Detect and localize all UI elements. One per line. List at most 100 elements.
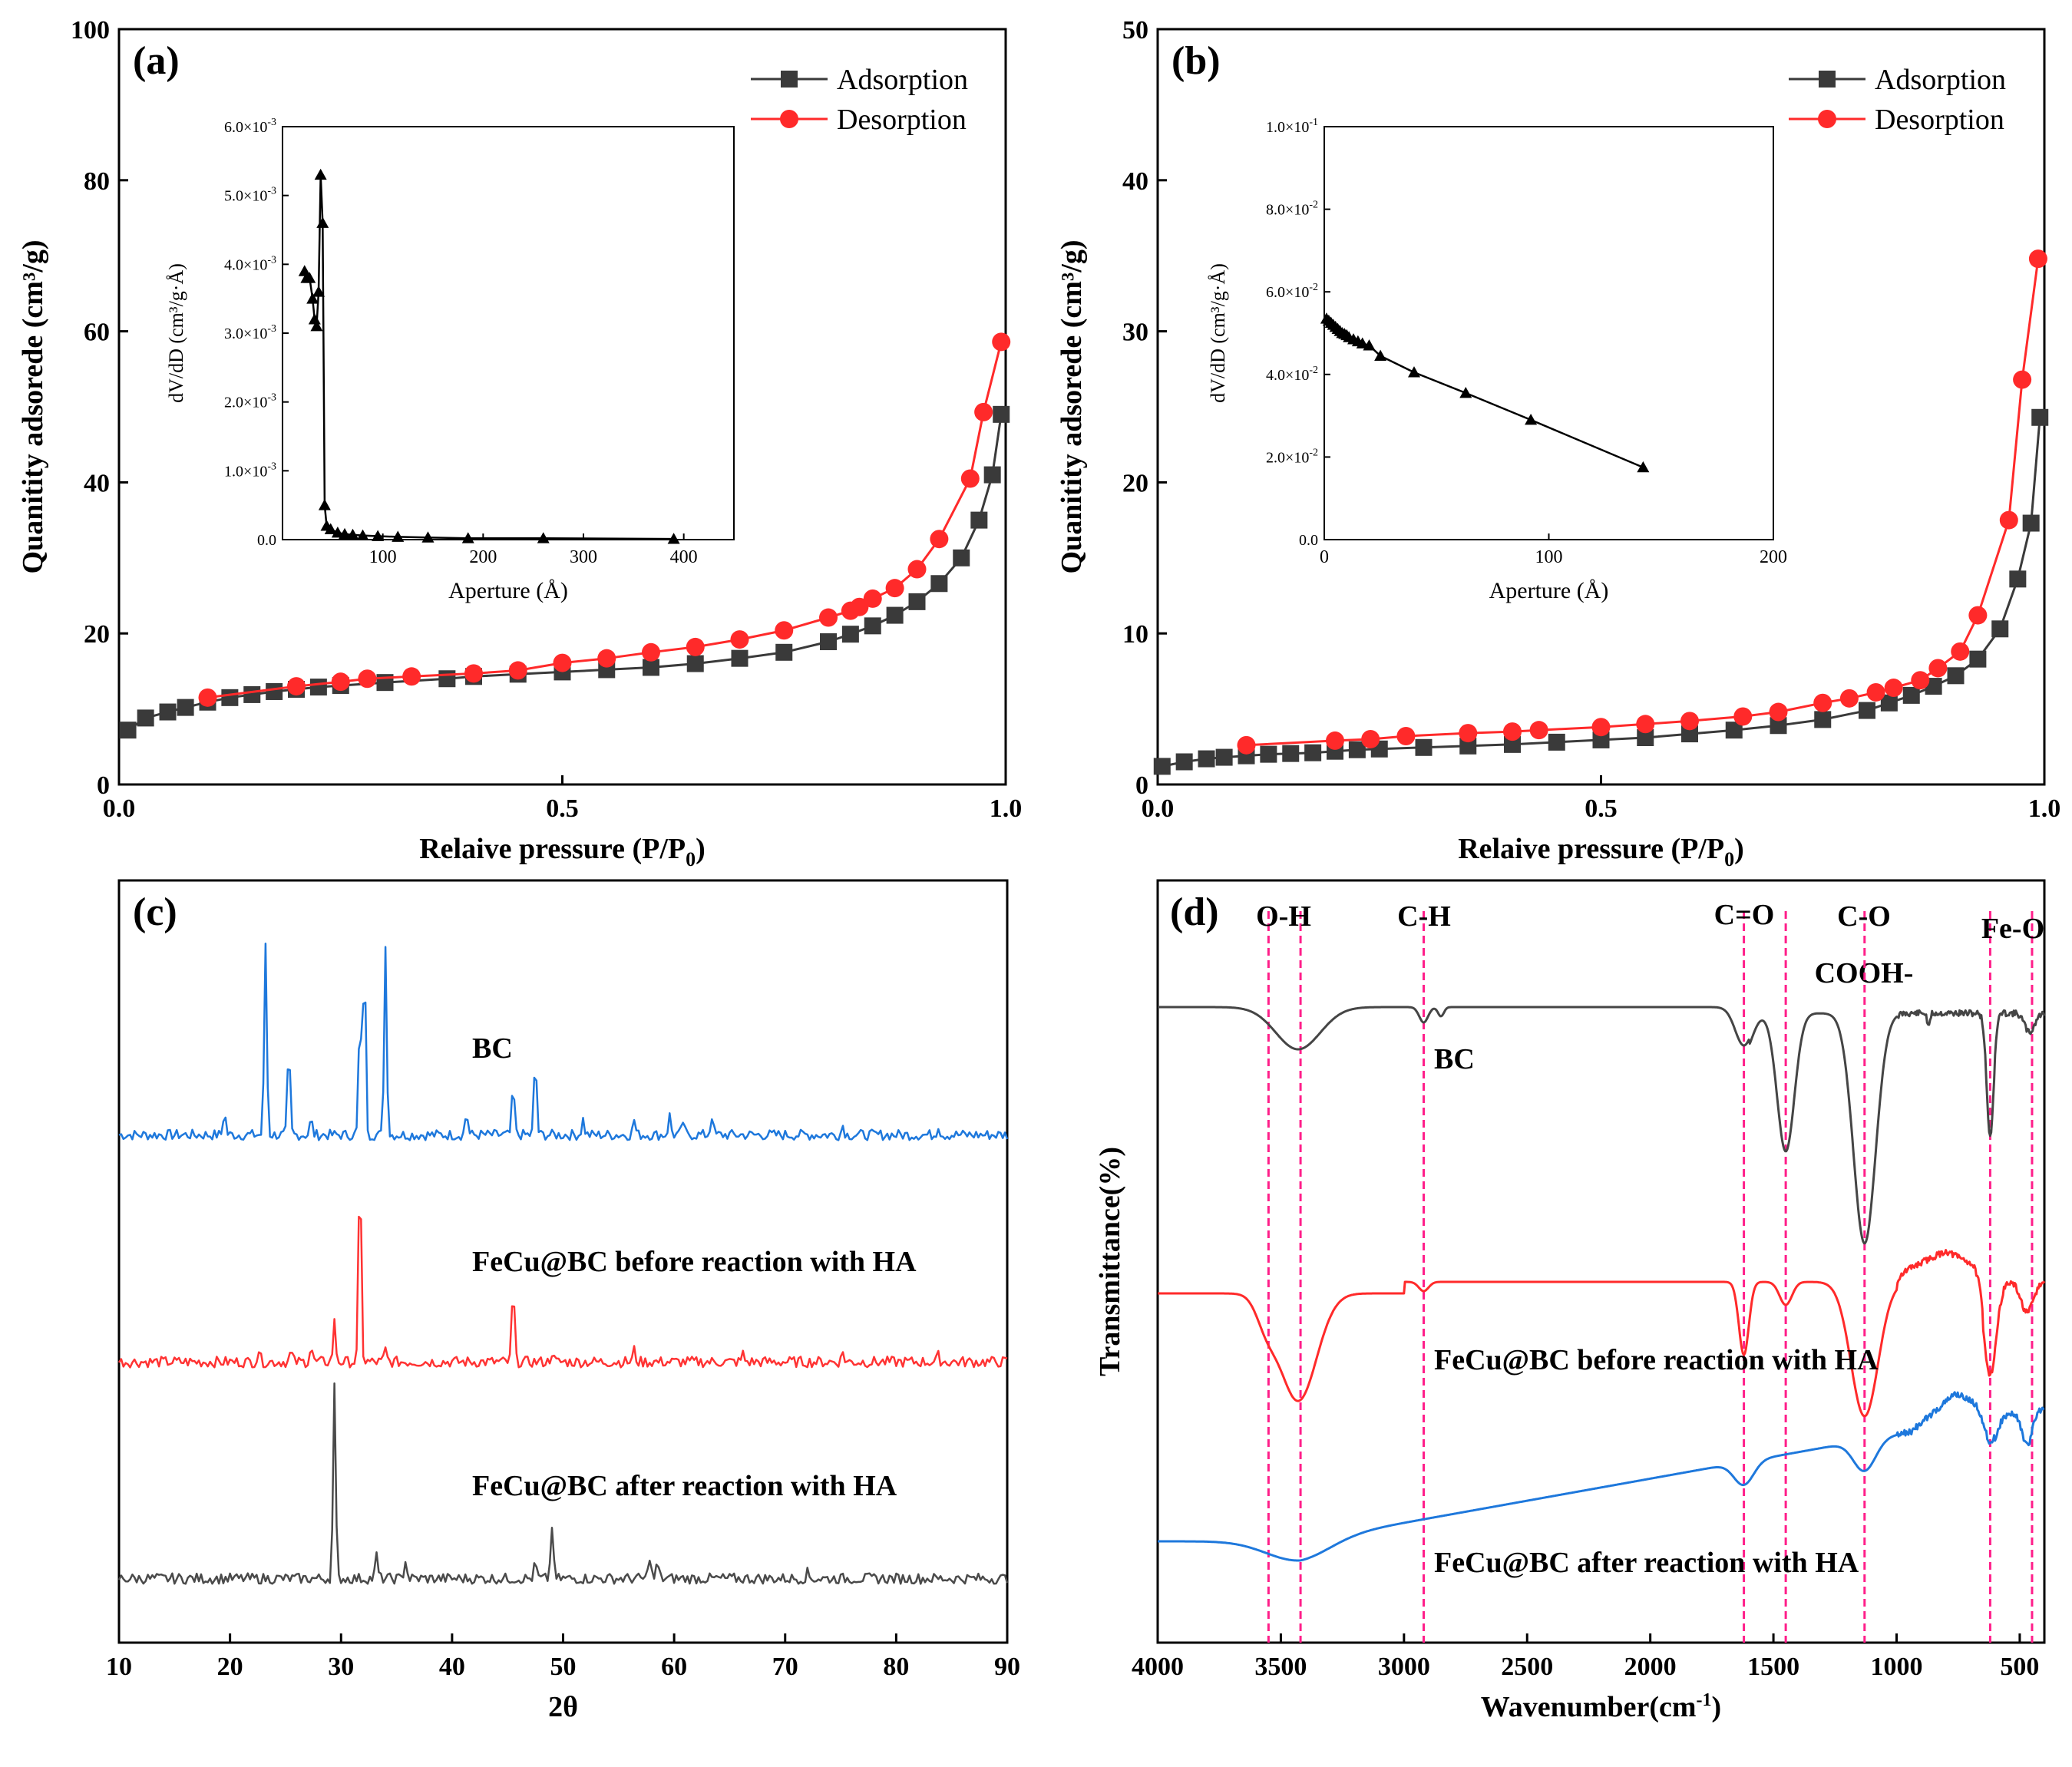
inset-y-tick-label: 0.0	[1299, 532, 1318, 549]
series-label: FeCu@BC before reaction with HA	[1434, 1344, 1879, 1376]
data-point-adsorption	[1459, 737, 1477, 755]
data-point-desorption	[1769, 702, 1788, 722]
y-tick-label: 50	[1122, 16, 1148, 45]
data-point-adsorption	[993, 405, 1010, 423]
data-point-adsorption	[1415, 738, 1433, 756]
inset-data-point	[316, 216, 329, 228]
x-tick-label: 0.0	[1142, 794, 1175, 823]
inset-x-tick-label: 200	[1760, 547, 1787, 567]
data-point-adsorption	[177, 699, 194, 716]
x-tick-label: 2500	[1501, 1653, 1553, 1681]
y-axis-label: Quanitity adsorede (cm³/g)	[17, 240, 49, 574]
data-point-desorption	[553, 653, 572, 672]
data-point-adsorption	[438, 670, 456, 688]
data-point-adsorption	[243, 685, 261, 703]
y-axis-label: Quanitity adsorede (cm³/g)	[1056, 240, 1088, 574]
inset-data-point	[306, 292, 319, 304]
panel-c: 10 20 30 40 50 60 70 80 90 2θ (c) BC FeCu@BC before …	[106, 879, 1020, 1723]
y-tick-label: 40	[1122, 167, 1148, 196]
data-point-adsorption	[1215, 748, 1233, 766]
x-tick-label: 0.5	[546, 794, 579, 823]
data-point-desorption	[198, 688, 217, 707]
data-point-desorption	[850, 597, 869, 616]
data-point-desorption	[1839, 689, 1859, 708]
data-point-desorption	[358, 669, 377, 689]
data-point-adsorption	[970, 511, 988, 529]
x-tick-label: 80	[883, 1653, 909, 1681]
inset-y-tick-label: 4.0×10-2	[1266, 365, 1318, 384]
x-tick-label: 30	[328, 1653, 354, 1681]
inset-data-point	[346, 528, 359, 540]
xrd-trace-2	[117, 1382, 1009, 1585]
data-point-desorption	[1866, 682, 1885, 702]
inset-data-point	[356, 529, 369, 541]
y-axis-label: Transmittance(%)	[1094, 1147, 1126, 1376]
panel-label: (b)	[1171, 39, 1221, 83]
x-tick-label: 2000	[1624, 1653, 1677, 1681]
x-tick-label: 500	[2000, 1653, 2039, 1681]
inset-data-point	[331, 527, 344, 538]
y-tick-label: 30	[1122, 319, 1148, 347]
x-tick-label: 1.0	[990, 794, 1023, 823]
inset-y-tick-label: 6.0×10-2	[1266, 282, 1318, 301]
data-point-desorption	[1928, 659, 1948, 678]
inset-data-point	[324, 523, 337, 534]
data-point-adsorption	[1880, 694, 1898, 712]
data-point-desorption	[992, 332, 1011, 352]
inset-y-tick-label: 6.0×10-3	[224, 117, 276, 136]
inset-data-point	[310, 320, 323, 332]
data-point-adsorption	[908, 593, 926, 610]
data-point-adsorption	[1592, 731, 1610, 748]
data-point-adsorption	[309, 679, 327, 696]
x-tick-label: 60	[661, 1653, 687, 1681]
legend-marker	[781, 71, 798, 88]
data-point-adsorption	[841, 626, 859, 643]
data-point-adsorption	[1153, 758, 1171, 775]
data-point-desorption	[597, 649, 616, 668]
data-point-desorption	[642, 642, 660, 662]
inset-data-point	[1356, 337, 1369, 348]
series-label: BC	[1434, 1043, 1475, 1075]
x-tick-label: 20	[217, 1653, 243, 1681]
data-point-desorption	[331, 672, 350, 692]
inset-data-point	[537, 532, 550, 543]
inset-y-tick-label: 5.0×10-3	[224, 186, 276, 205]
data-point-desorption	[464, 664, 483, 683]
data-point-adsorption	[953, 549, 970, 566]
data-point-adsorption	[1548, 733, 1565, 751]
xrd-trace-1	[117, 1215, 1008, 1369]
data-point-adsorption	[2022, 514, 2040, 532]
inset-data-point	[298, 265, 311, 276]
data-point-desorption	[1396, 727, 1416, 746]
y-tick-label: 20	[1122, 469, 1148, 497]
panel-d: 4000 3500 3000 2500 2000 1500 1000 500 Wavenumbe…	[1094, 879, 2046, 1723]
x-tick-label: 0.0	[103, 794, 136, 823]
panel-label: (c)	[133, 890, 177, 934]
data-point-desorption	[2028, 249, 2047, 269]
y-tick-label: 10	[1122, 620, 1148, 649]
y-tick-label: 100	[71, 16, 110, 45]
data-point-desorption	[1326, 731, 1344, 750]
data-point-desorption	[1361, 729, 1380, 748]
data-point-desorption	[1951, 642, 1970, 661]
x-tick-label: 50	[550, 1653, 577, 1681]
data-point-desorption	[730, 630, 749, 649]
data-point-desorption	[1968, 606, 1988, 625]
x-axis-label: Relaive pressure (P/P0)	[419, 833, 706, 870]
inset-frame	[282, 126, 735, 540]
data-point-adsorption	[1902, 686, 1920, 704]
inset-y-tick-label: 4.0×10-3	[224, 254, 276, 273]
data-point-adsorption	[1859, 702, 1875, 719]
series-label: FeCu@BC before reaction with HA	[472, 1246, 917, 1278]
inset-data-point	[314, 168, 327, 180]
inset-data-point	[1408, 366, 1420, 378]
y-tick-label: 0	[97, 771, 110, 800]
inset-data-point	[312, 286, 326, 297]
inset-x-axis-label: Aperture (Å)	[1489, 578, 1609, 603]
inset-data-point	[308, 313, 321, 325]
data-point-desorption	[885, 579, 904, 598]
data-point-desorption	[402, 667, 421, 686]
data-point-desorption	[1237, 735, 1256, 755]
data-point-adsorption	[864, 617, 881, 635]
data-point-desorption	[287, 677, 306, 696]
